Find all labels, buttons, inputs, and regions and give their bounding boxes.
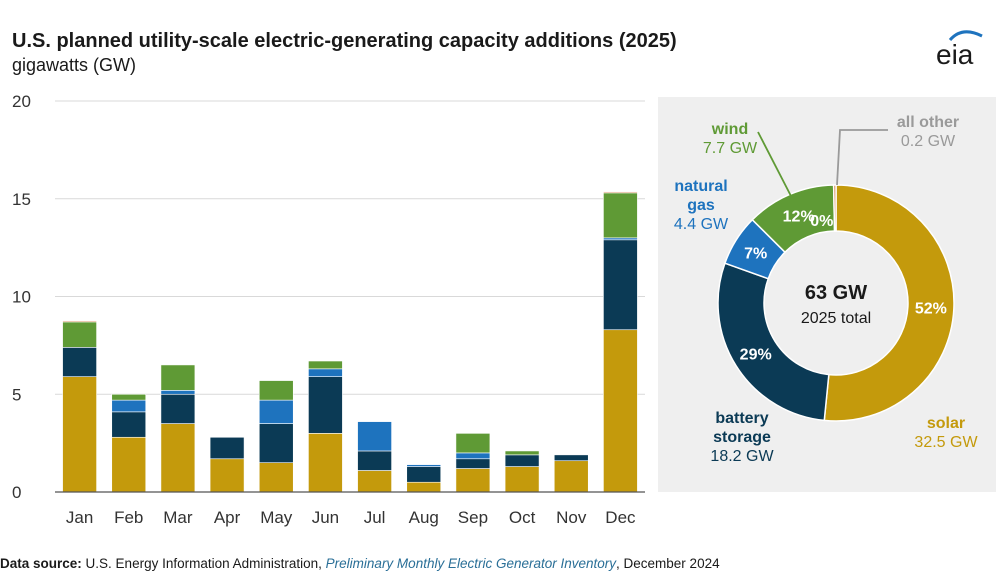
bar-segment-solar (357, 470, 392, 493)
x-tick-label: May (260, 508, 293, 527)
x-tick-label: Oct (509, 508, 536, 527)
x-tick-label: Jan (66, 508, 93, 527)
bar-segment-solar (504, 466, 540, 493)
x-tick-label: Jul (364, 508, 386, 527)
x-tick-label: Dec (605, 508, 636, 527)
source-title: Preliminary Monthly Electric Generator I… (325, 556, 617, 571)
leader-line-other (836, 129, 888, 186)
bar-segment-solar (603, 329, 638, 493)
bar-segment-gas (308, 368, 343, 377)
donut-slice-battery (717, 262, 830, 422)
chart-subtitle: gigawatts (GW) (12, 55, 137, 75)
bar-segment-battery (62, 347, 97, 377)
y-tick-label: 10 (12, 288, 31, 307)
bar-segment-solar (308, 433, 343, 493)
chart-area: 0 5 10 15 20 Jan Feb Mar Apr May Jun Jul Aug Sep Oct No… (12, 92, 996, 527)
bar-chart: 0 5 10 15 20 Jan Feb Mar Apr May Jun Jul Aug Sep Oct No… (12, 92, 645, 527)
leader-line-wind (757, 131, 793, 199)
bar-segment-battery (406, 466, 442, 483)
chart-title: U.S. planned utility-scale electric-gene… (12, 30, 677, 52)
x-tick-label: Feb (114, 508, 143, 527)
bar-segment-solar (455, 468, 491, 493)
donut-value-solar: 32.5 GW (914, 434, 978, 451)
source-label: Data source: (0, 556, 82, 571)
y-tick-label: 15 (12, 190, 31, 209)
logo-text: eia (936, 39, 974, 68)
donut-name-battery: battery (715, 410, 768, 427)
bar-segment-battery (504, 454, 540, 467)
bar-segment-solar (258, 462, 294, 493)
donut-name-solar: solar (927, 415, 965, 432)
bar-segment-gas (258, 399, 294, 424)
bar-segment-battery (258, 423, 294, 463)
donut-value-other: 0.2 GW (901, 133, 956, 150)
donut-name-battery: storage (713, 429, 771, 446)
bar-segment-battery (308, 376, 343, 434)
x-tick-label: Apr (214, 508, 241, 527)
x-tick-label: Mar (163, 508, 193, 527)
bar-segment-gas (357, 421, 392, 452)
bar-segment-battery (357, 450, 392, 471)
bar-segment-solar (160, 423, 196, 493)
bar-segment-solar (62, 376, 97, 493)
donut-center-label: 2025 total (801, 310, 871, 327)
bar-segment-other (603, 191, 638, 194)
bar-segment-wind (258, 380, 294, 401)
x-tick-label: Nov (556, 508, 587, 527)
donut-name-gas: natural (674, 178, 727, 195)
bar-segment-battery (603, 239, 638, 331)
donut-chart: 52% 29% 7% 12%0% 63 GW 2025 total wind 7.7 GW al… (658, 97, 996, 492)
bar-segment-wind (62, 321, 97, 348)
x-tick-label: Jun (312, 508, 339, 527)
donut-pct-label: 29% (740, 347, 772, 364)
bar-segment-solar (111, 436, 147, 493)
donut-name-other: all other (897, 114, 959, 131)
bar-segment-wind (308, 360, 343, 370)
data-source-note: Data source: U.S. Energy Information Adm… (0, 556, 720, 571)
logo-arc (948, 30, 983, 42)
bar-segment-gas (111, 399, 147, 413)
donut-value-wind: 7.7 GW (703, 140, 758, 157)
donut-center-value: 63 GW (805, 282, 867, 304)
bar-segment-wind (111, 393, 147, 401)
bar-segment-other (62, 320, 97, 323)
donut-slice-other (832, 184, 837, 232)
donut-pct-label: 52% (915, 301, 947, 318)
x-tick-label: Aug (409, 508, 439, 527)
bar-segment-gas (406, 464, 442, 467)
donut-slice-solar (823, 184, 955, 422)
bar-segment-solar (406, 481, 442, 493)
bar-segment-battery (455, 458, 491, 469)
bar-segment-battery (111, 411, 147, 438)
donut-value-battery: 18.2 GW (710, 448, 774, 465)
bar-segment-gas (160, 390, 196, 395)
donut-value-gas: 4.4 GW (674, 216, 729, 233)
bar-segment-wind (603, 192, 638, 239)
y-tick-label: 5 (12, 385, 21, 404)
bar-segment-solar (553, 460, 589, 493)
donut-name-wind: wind (711, 121, 748, 138)
source-org: U.S. Energy Information Administration, (85, 556, 322, 571)
donut-pct-label: 12% (783, 209, 815, 226)
donut-name-gas: gas (687, 197, 715, 214)
donut-pct-label: 7% (744, 245, 767, 262)
bar-segment-battery (553, 454, 589, 462)
bar-segment-battery (160, 393, 196, 424)
x-tick-label: Sep (458, 508, 488, 527)
eia-logo: eia (936, 30, 983, 68)
bar-segment-gas (455, 452, 491, 460)
bar-segment-wind (455, 433, 491, 454)
bar-segment-wind (504, 450, 540, 456)
bar-segment-solar (209, 458, 245, 493)
bar-segment-battery (209, 436, 245, 460)
bar-segment-wind (160, 364, 196, 391)
y-tick-label: 20 (12, 92, 31, 111)
y-tick-label: 0 (12, 483, 21, 502)
donut-pct-label: 0% (810, 213, 833, 230)
source-date: , December 2024 (616, 556, 720, 571)
